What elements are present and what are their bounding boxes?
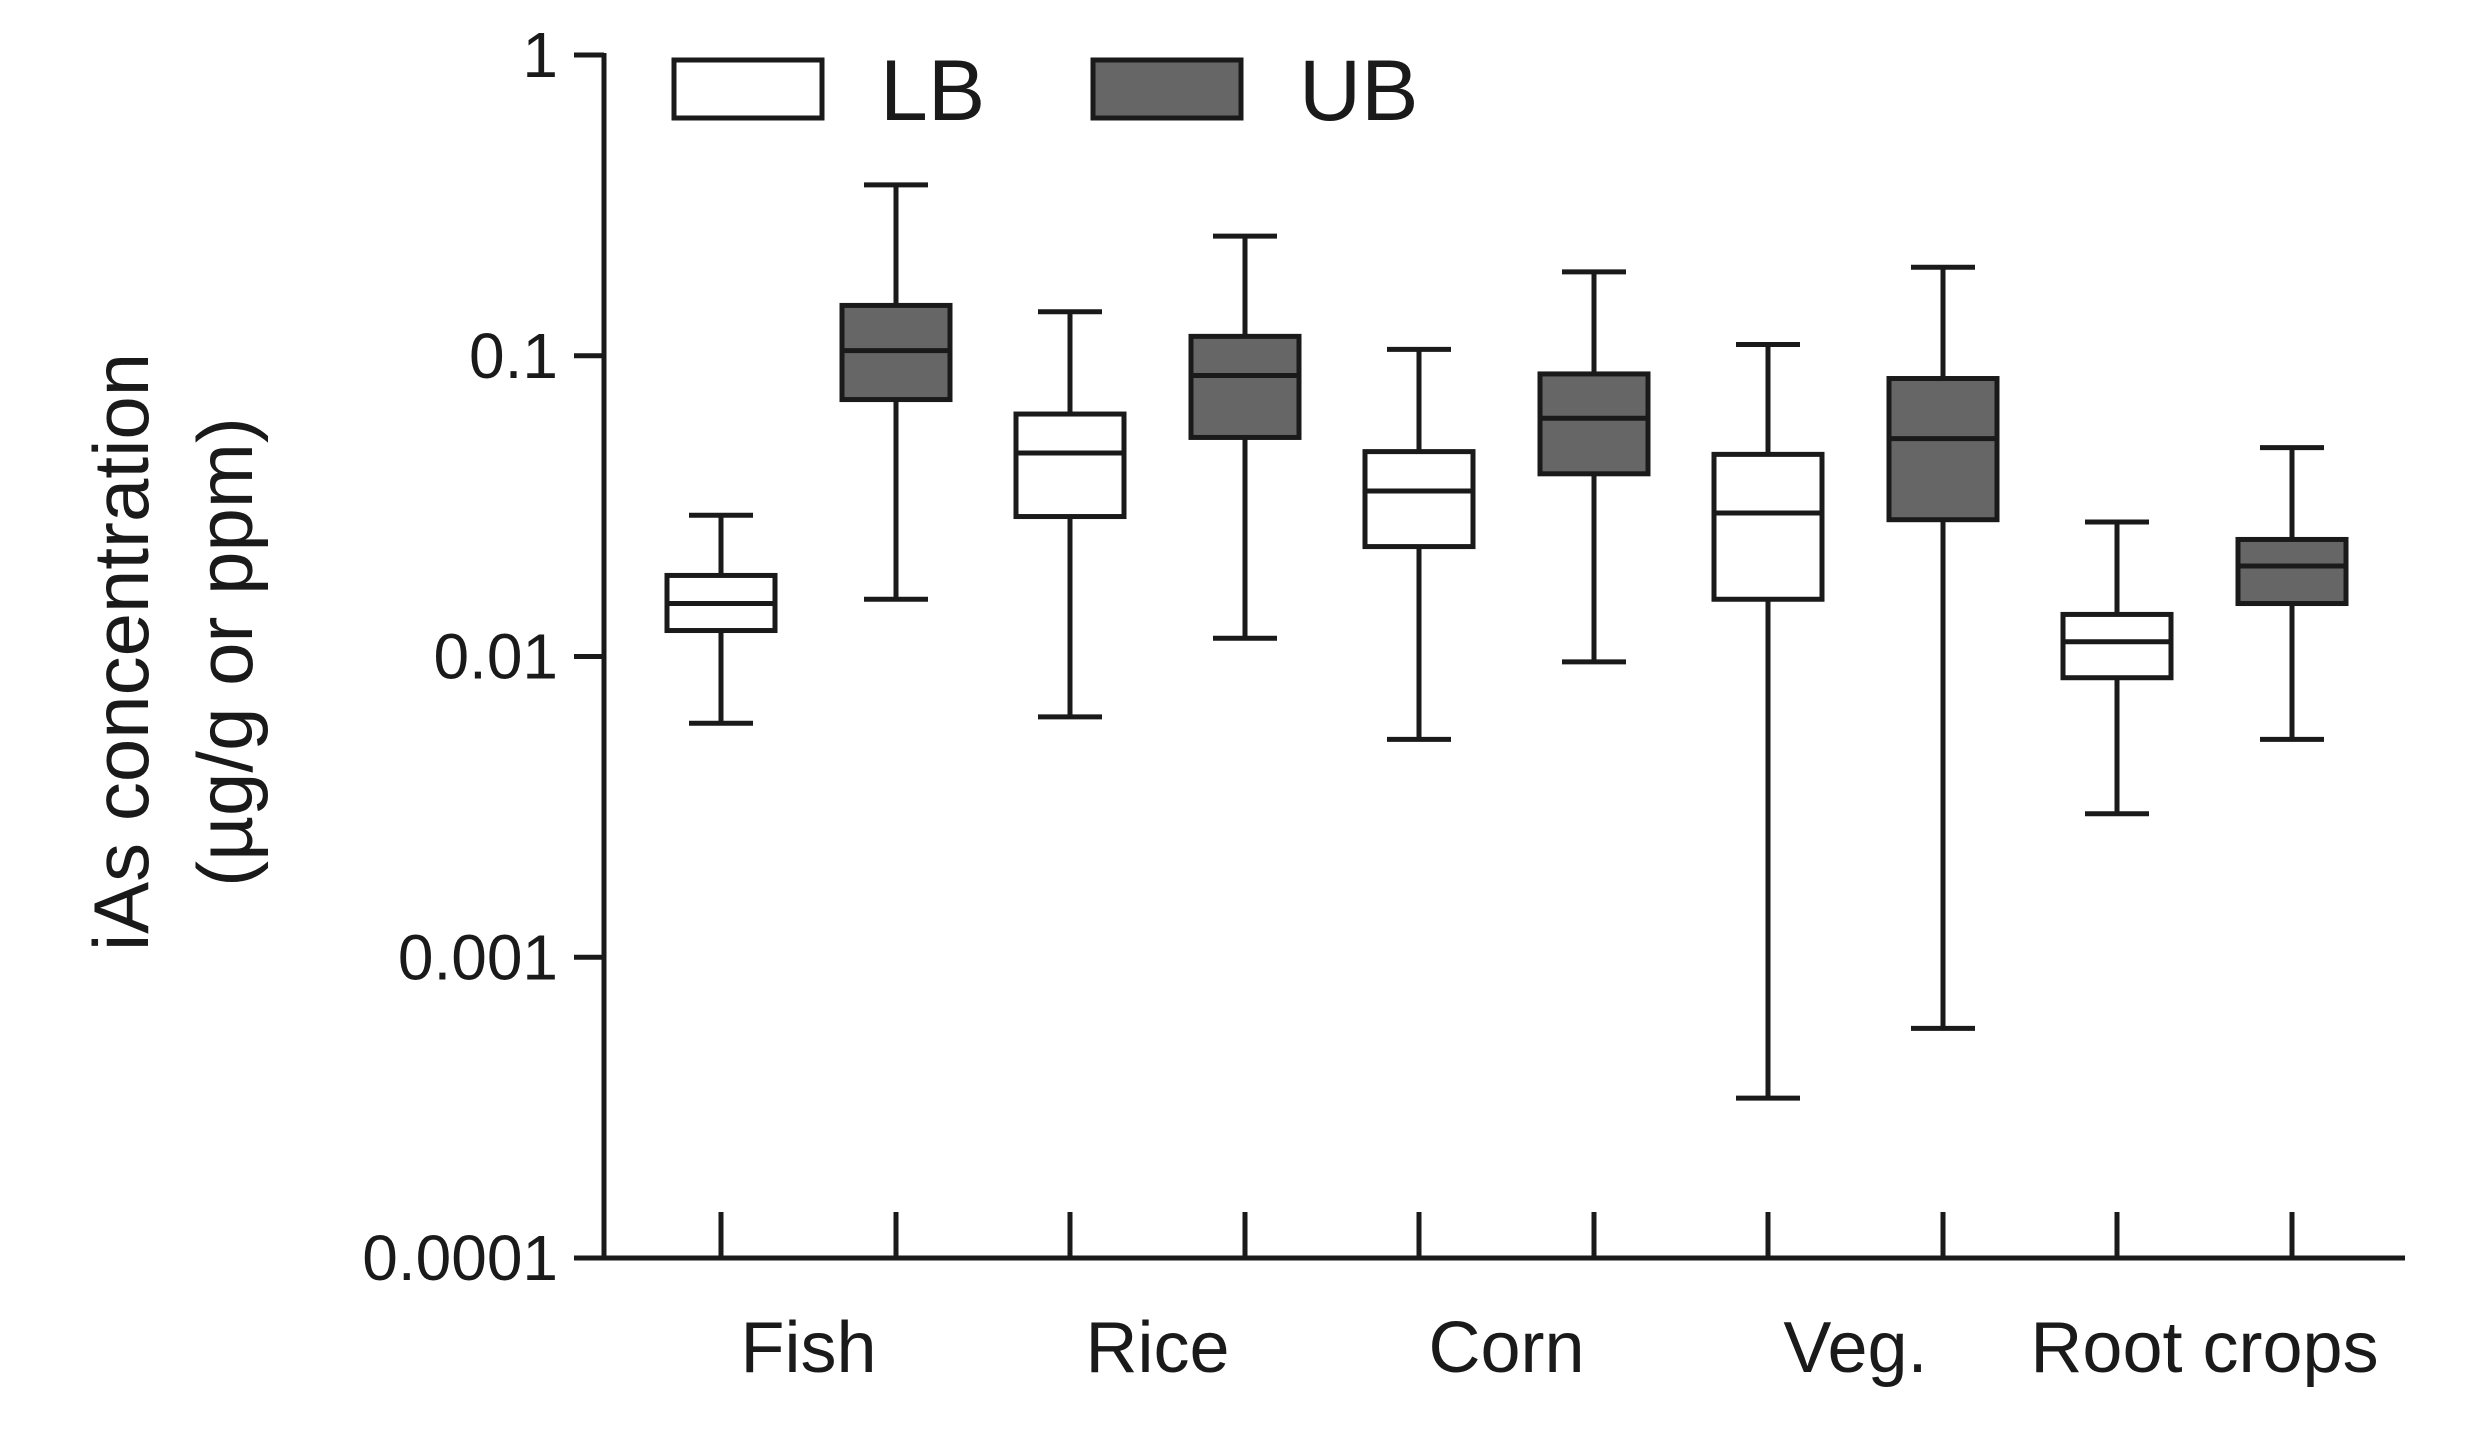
x-tick-label: Root crops	[2030, 1308, 2378, 1388]
box-ub-2	[1537, 269, 1651, 665]
iqr-box	[1013, 411, 1127, 520]
box-group	[664, 182, 2349, 1101]
y-axis-title-line2: (µg/g or ppm)	[181, 417, 269, 887]
iqr-box	[1188, 333, 1302, 440]
iqr-box	[1362, 449, 1476, 550]
legend-item-ub: UB	[1090, 43, 1418, 139]
box-ub-0	[839, 182, 953, 602]
legend-swatch	[671, 57, 825, 121]
y-tick-label: 0.1	[469, 320, 558, 392]
box-lb-0	[664, 512, 778, 726]
box-ub-1	[1188, 233, 1302, 641]
x-tick-label: Corn	[1428, 1308, 1584, 1388]
box-lb-4	[2060, 519, 2174, 817]
y-tick-label: 0.001	[398, 921, 558, 993]
y-axis-title-line1: iAs concentration	[77, 353, 165, 951]
x-tick-label: Rice	[1085, 1308, 1229, 1388]
y-tick-label: 0.0001	[362, 1222, 558, 1294]
box-lb-3	[1711, 341, 1825, 1101]
iqr-box	[2235, 536, 2349, 607]
y-tick-label: 1	[522, 19, 558, 91]
legend-swatch	[1090, 57, 1244, 121]
legend: LB UB	[671, 43, 1418, 139]
box-ub-3	[1886, 264, 2000, 1031]
y-axis-title: iAs concentration (µg/g or ppm)	[77, 353, 269, 951]
legend-label: LB	[880, 43, 985, 139]
x-tick-label: Fish	[740, 1308, 876, 1388]
iqr-box	[2060, 611, 2174, 681]
legend-item-lb: LB	[671, 43, 985, 139]
iqr-box	[1886, 376, 2000, 523]
box-lb-2	[1362, 346, 1476, 742]
iqr-box	[1537, 371, 1651, 477]
legend-label: UB	[1299, 43, 1418, 139]
iqr-box	[1711, 451, 1825, 602]
box-lb-1	[1013, 309, 1127, 720]
box-ub-4	[2235, 445, 2349, 742]
axes: 1 0.1 0.01 0.001 0.0001 Fish Rice Corn Veg. Root …	[362, 19, 2405, 1388]
y-tick-label: 0.01	[433, 621, 558, 693]
x-tick-label: Veg.	[1783, 1308, 1927, 1388]
